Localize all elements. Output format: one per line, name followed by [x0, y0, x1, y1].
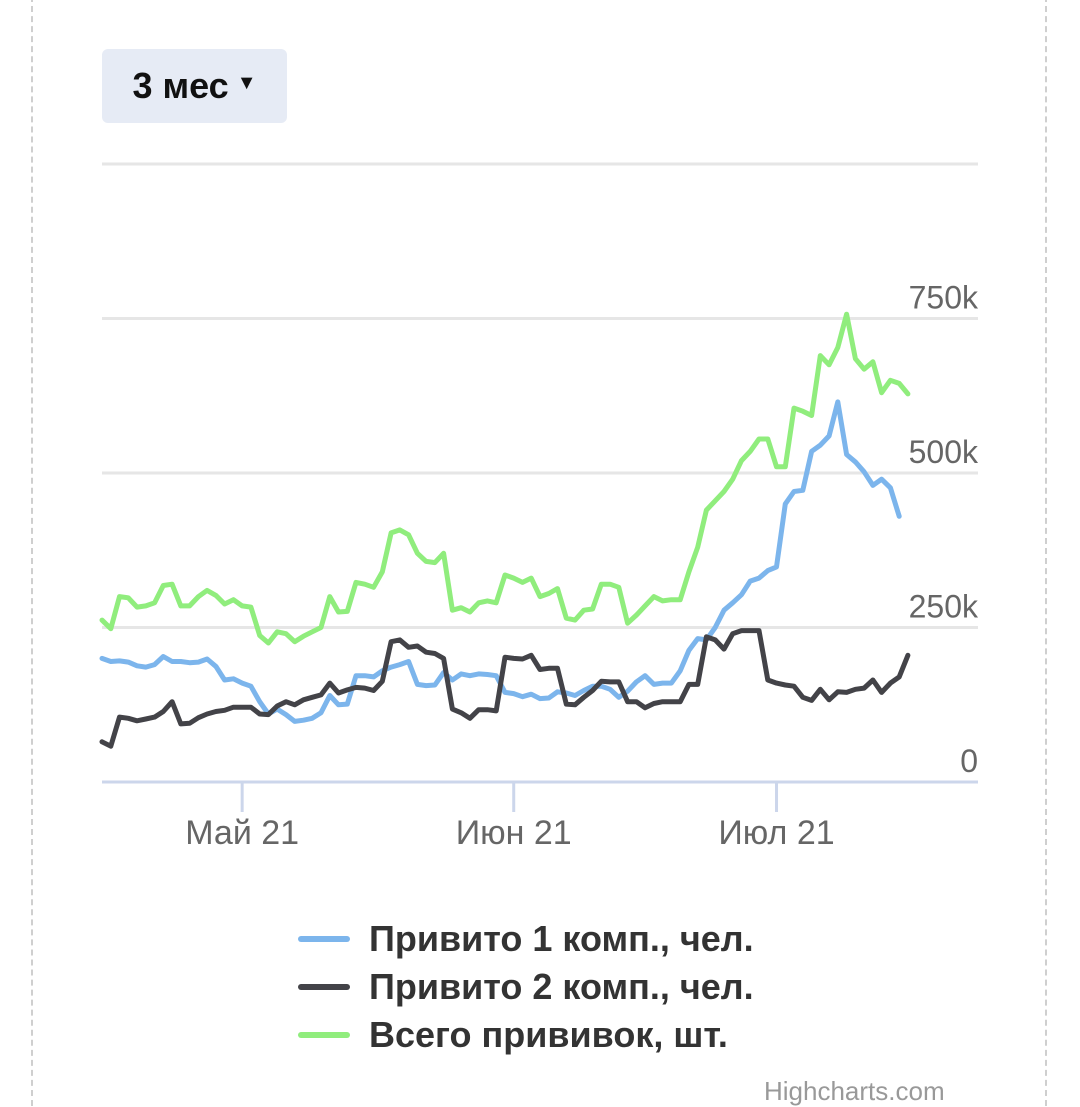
x-tick-label: Май 21	[185, 814, 299, 852]
caret-down-icon: ▼	[236, 71, 257, 94]
legend-item-series-2[interactable]: Привито 2 комп., чел.	[298, 963, 754, 1011]
y-tick-label: 0	[960, 743, 978, 779]
legend-item-series-3[interactable]: Всего прививок, шт.	[298, 1011, 754, 1059]
y-tick-label: 500k	[909, 434, 979, 470]
x-tick-label: Июл 21	[718, 814, 834, 852]
y-tick-label: 750k	[909, 280, 979, 316]
legend-swatch-series-3	[298, 1032, 350, 1038]
legend-label-series-3: Всего прививок, шт.	[369, 1014, 728, 1055]
series-line-3	[99, 311, 911, 646]
period-selector-button[interactable]: 3 мес ▼	[102, 49, 287, 123]
chart-card	[31, 0, 1047, 1106]
credits-link[interactable]: Highcharts.com	[764, 1076, 945, 1106]
legend-item-series-1[interactable]: Привито 1 комп., чел.	[298, 915, 754, 963]
legend-label-series-1: Привито 1 комп., чел.	[369, 918, 754, 959]
series-line-2	[99, 628, 911, 749]
legend-swatch-series-2	[298, 984, 350, 990]
y-tick-label: 250k	[909, 589, 979, 625]
chart-legend: Привито 1 комп., чел. Привито 2 комп., ч…	[298, 915, 754, 1059]
legend-label-series-2: Привито 2 комп., чел.	[369, 966, 754, 1007]
x-tick-label: Июн 21	[456, 814, 572, 852]
period-selector-label: 3 мес	[132, 65, 229, 106]
legend-swatch-series-1	[298, 936, 350, 942]
